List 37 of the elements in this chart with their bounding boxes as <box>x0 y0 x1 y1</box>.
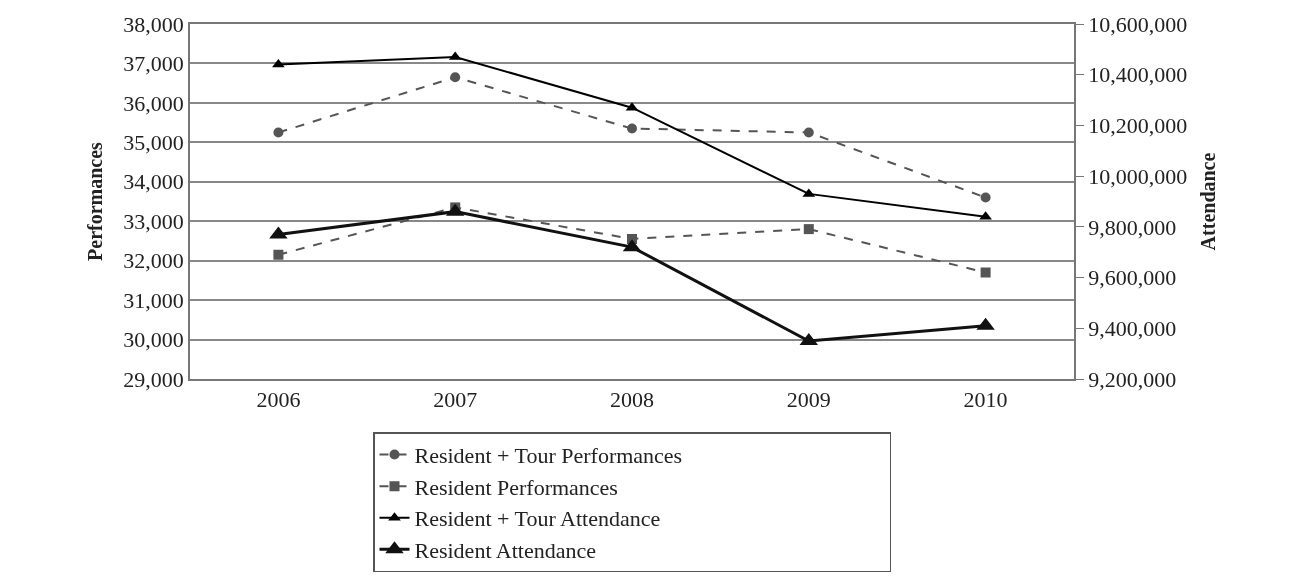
y2-tick-label: 9,800,000 <box>1088 214 1177 240</box>
legend-label: Resident + Tour Performances <box>414 443 683 469</box>
point <box>450 72 461 83</box>
y-tick-label: 37,000 <box>123 51 184 77</box>
point <box>627 123 637 134</box>
x-tick-label: 2009 <box>786 387 831 413</box>
y2-tick-label: 10,600,000 <box>1088 11 1188 37</box>
x-tick-label: 2010 <box>963 387 1008 413</box>
legend-label: Resident + Tour Attendance <box>414 506 661 532</box>
y2-tick-label: 9,200,000 <box>1088 366 1177 392</box>
y-tick-label: 34,000 <box>123 169 184 195</box>
y2-tick-label: 10,000,000 <box>1088 163 1188 189</box>
y-tick-label: 35,000 <box>123 130 184 156</box>
point <box>980 192 991 203</box>
y-tick-label: 33,000 <box>123 208 184 234</box>
y2-tick-label: 9,400,000 <box>1088 315 1177 341</box>
point <box>273 127 284 138</box>
y-tick-label: 32,000 <box>123 248 184 274</box>
x-tick-label: 2008 <box>610 387 654 413</box>
y2-tick-label: 10,400,000 <box>1088 62 1188 88</box>
y-tick-label: 36,000 <box>123 90 184 116</box>
y-axis-title: Performances <box>84 141 107 261</box>
point <box>803 224 814 235</box>
legend-label: Resident Attendance <box>414 537 596 563</box>
y-tick-label: 38,000 <box>123 11 184 37</box>
y-tick-label: 30,000 <box>123 327 184 353</box>
y2-axis-title: Attendance <box>1197 152 1220 251</box>
y-tick-label: 31,000 <box>123 287 184 313</box>
point <box>803 127 814 138</box>
y2-tick-label: 9,600,000 <box>1088 265 1177 291</box>
y-tick-label: 29,000 <box>123 366 184 392</box>
point <box>273 249 284 260</box>
x-tick-label: 2007 <box>433 387 478 413</box>
x-tick-label: 2006 <box>256 387 301 413</box>
legend-label: Resident Performances <box>414 474 618 500</box>
y2-tick-label: 10,200,000 <box>1088 113 1188 139</box>
point <box>980 267 991 278</box>
